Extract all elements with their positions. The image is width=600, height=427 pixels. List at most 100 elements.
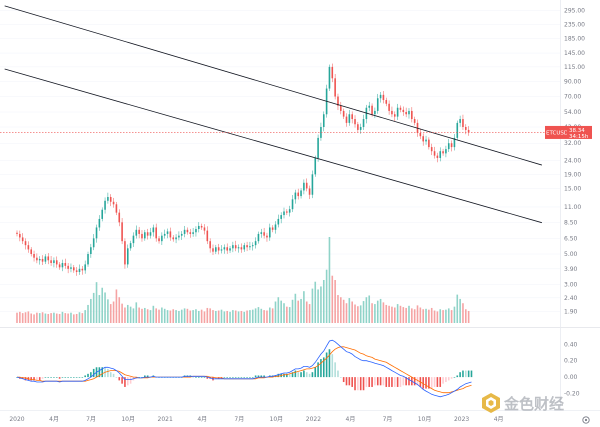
volume-bar — [16, 312, 18, 323]
channel-lower-line — [4, 68, 542, 224]
candle-body — [436, 155, 439, 158]
volume-bar — [376, 300, 379, 323]
volume-bar — [172, 309, 175, 323]
macd-hist-bar — [467, 370, 470, 378]
volume-bar — [277, 297, 280, 323]
time-tick-label: 7月 — [383, 416, 393, 423]
volume-bar — [416, 305, 419, 323]
candle-body — [149, 232, 152, 236]
macd-hist-bar — [197, 377, 200, 378]
volume-bar — [115, 289, 118, 323]
candle-body — [166, 231, 169, 234]
settings-gear-icon[interactable] — [582, 416, 590, 424]
volume-bar — [53, 312, 55, 323]
volume-bar — [413, 309, 416, 323]
volume-bar — [274, 301, 277, 323]
volume-bar — [195, 309, 197, 323]
price-axis: 295.00 235.00 185.00 145.00 115.00 90.00 70.00… — [560, 0, 585, 327]
macd-hist-bar — [240, 377, 243, 378]
macd-hist-bar — [379, 377, 382, 386]
macd-hist-bar — [90, 372, 92, 378]
volume-bar — [450, 310, 453, 323]
volume-bar — [260, 308, 263, 323]
candle-body — [453, 137, 456, 148]
candle-body — [419, 132, 422, 137]
price-tick-label: 185.00 — [564, 36, 585, 43]
macd-hist-bar — [294, 370, 297, 378]
candle-body — [467, 129, 470, 133]
volume-bar — [399, 305, 402, 323]
candle-body — [135, 229, 138, 236]
price-tick-label: 5.00 — [564, 251, 578, 258]
volume-bar — [203, 311, 206, 323]
macd-hist-bar — [70, 377, 72, 378]
macd-hist-bar — [453, 377, 456, 378]
volume-bar — [357, 306, 359, 323]
macd-hist-bar — [283, 373, 285, 378]
volume-bar — [405, 307, 407, 323]
volume-bar — [371, 303, 373, 323]
macd-hist-bar — [246, 377, 248, 378]
volume-bar — [87, 304, 89, 323]
candle-body — [220, 249, 223, 251]
candle-body — [422, 136, 424, 142]
candle-body — [257, 233, 260, 242]
candle-body — [308, 188, 311, 195]
volume-bar — [55, 313, 58, 323]
watermark: 金色财经 — [482, 393, 564, 413]
macd-axis: 0.40 0.20 0.00 -0.20 — [564, 341, 580, 397]
time-tick-label: 10月 — [418, 416, 432, 423]
macd-hist-bar — [55, 377, 58, 378]
macd-hist-bar — [396, 377, 399, 387]
macd-hist-bar — [286, 373, 288, 378]
volume-bar — [155, 308, 157, 323]
volume-bar — [243, 311, 246, 323]
macd-hist-bar — [368, 377, 371, 387]
macd-hist-bar — [24, 377, 27, 381]
macd-hist-bar — [357, 377, 359, 391]
candle-body — [450, 143, 453, 148]
macd-hist-bar — [345, 377, 348, 386]
macd-hist-bar — [303, 370, 305, 378]
macd-hist-bar — [462, 370, 464, 378]
candle-body — [90, 247, 92, 255]
candle-body — [362, 119, 365, 128]
candle-body — [200, 225, 203, 228]
volume-bar — [124, 307, 126, 323]
price-tick-label: 11.00 — [564, 204, 581, 211]
macd-hist-bar — [126, 377, 129, 386]
volume-bar — [308, 304, 311, 323]
volume-bar — [283, 303, 285, 323]
candle-body — [21, 237, 24, 242]
candle-body — [243, 245, 246, 250]
time-tick-label: 4月 — [49, 416, 59, 423]
volume-bar — [149, 310, 152, 323]
macd-hist-bar — [98, 367, 101, 378]
candle-body — [251, 245, 254, 247]
volume-bar — [365, 297, 368, 323]
volume-bars — [16, 237, 470, 323]
candle-body — [447, 143, 450, 150]
macd-hist-bar — [362, 377, 365, 391]
price-tick-label: 115.00 — [564, 64, 585, 71]
volume-bar — [44, 313, 47, 323]
price-tick-label: 90.00 — [564, 79, 581, 86]
candle-body — [53, 260, 55, 264]
volume-bar — [266, 310, 268, 323]
candle-body — [442, 151, 444, 154]
macd-hist-bar — [115, 377, 118, 378]
candle-body — [351, 114, 353, 120]
candle-body — [320, 127, 322, 138]
macd-hist-bar — [374, 377, 376, 386]
candle-body — [399, 107, 402, 110]
candle-body — [385, 100, 388, 104]
macd-hist-bar — [439, 377, 442, 387]
candle-body — [405, 112, 407, 115]
volume-bar — [464, 309, 467, 323]
candle-body — [297, 192, 300, 197]
price-tick-label: 19.00 — [564, 171, 581, 178]
macd-hist-bar — [129, 377, 132, 384]
macd-hist-bar — [33, 377, 35, 381]
candle-body — [345, 116, 348, 123]
volume-bar — [388, 305, 390, 323]
